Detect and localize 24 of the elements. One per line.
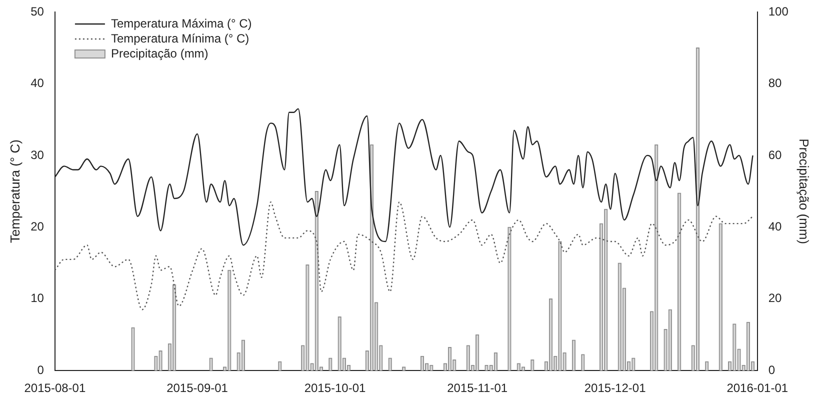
legend-label: Temperatura Mínima (° C) xyxy=(110,31,250,46)
y-tick-label: 30 xyxy=(30,148,44,162)
y2-tick-label: 60 xyxy=(768,148,782,162)
x-tick-label: 2016-01-01 xyxy=(726,381,788,396)
y-axis-title: Temperatura (° C) xyxy=(7,140,22,244)
y-tick-label: 20 xyxy=(30,219,44,234)
y-tick-label: 0 xyxy=(37,362,44,377)
y-tick-label: 50 xyxy=(30,4,44,18)
legend-label: Precipitação (mm) xyxy=(110,46,208,60)
x-tick-label: 2015-10-01 xyxy=(304,381,366,396)
y2-tick-label: 0 xyxy=(768,362,776,377)
y2-axis-title: Precipitação (mm) xyxy=(796,138,812,244)
y2-tick-label: 80 xyxy=(768,76,782,90)
y-tick-label: 10 xyxy=(30,291,44,306)
x-tick-label: 2015-09-01 xyxy=(166,381,228,396)
x-tick-label: 2015-11-01 xyxy=(447,381,508,396)
x-tick-label: 2015-08-01 xyxy=(24,381,86,396)
y-tick-label: 40 xyxy=(30,76,44,90)
y2-tick-label: 20 xyxy=(768,291,782,306)
y2-tick-label: 100 xyxy=(768,4,789,18)
line-series xyxy=(54,201,754,310)
y2-tick-label: 40 xyxy=(768,219,782,234)
legend-label: Temperatura Máxima (° C) xyxy=(110,16,252,30)
x-tick-label: 2015-12-01 xyxy=(584,381,646,396)
